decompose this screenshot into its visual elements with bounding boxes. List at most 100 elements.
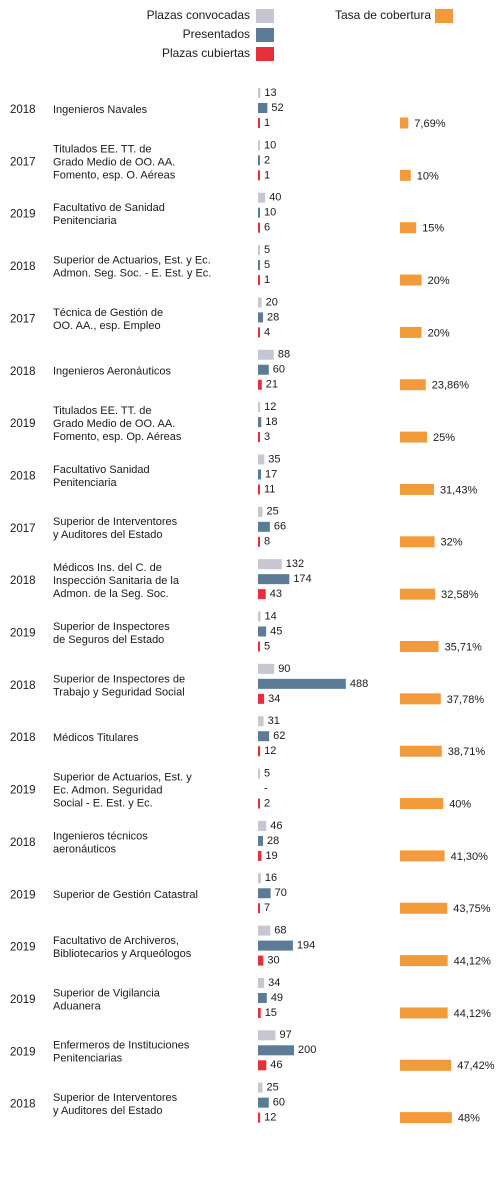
- rate-label: 10%: [417, 170, 439, 182]
- bar: [258, 192, 266, 203]
- bar: [258, 716, 264, 727]
- bar: [258, 1112, 261, 1123]
- rate-label: 7,69%: [414, 118, 445, 130]
- value-label: 70: [275, 887, 287, 899]
- rate-label: 38,71%: [448, 746, 486, 758]
- rate-label: 41,30%: [451, 851, 489, 863]
- year-label: 2017: [10, 313, 36, 325]
- bar: [258, 835, 264, 846]
- rate-bar: [400, 169, 411, 181]
- value-label: 62: [273, 730, 285, 742]
- year-label: 2018: [10, 732, 36, 744]
- year-label: 2018: [10, 104, 36, 116]
- year-label: 2017: [10, 156, 36, 168]
- bar: [258, 626, 267, 637]
- category-label: Facultativo de Archiveros,: [53, 935, 179, 947]
- category-label: Admon. Seg. Soc. - E. Est. y Ec.: [53, 267, 211, 279]
- value-label: 13: [264, 87, 276, 99]
- bar: [258, 469, 262, 480]
- value-label: 200: [298, 1044, 316, 1056]
- value-label: 5: [264, 244, 270, 256]
- category-label: Titulados EE. TT. de: [53, 143, 151, 155]
- value-label: 194: [297, 940, 315, 952]
- year-label: 2018: [10, 680, 36, 692]
- rate-label: 43,75%: [453, 903, 491, 915]
- legend-label: Plazas cubiertas: [162, 46, 250, 60]
- value-label: 60: [273, 1097, 285, 1109]
- rate-bar: [400, 798, 444, 810]
- value-label: 7: [264, 902, 270, 914]
- bar: [258, 222, 260, 233]
- bar: [258, 275, 260, 286]
- value-label: 34: [268, 693, 280, 705]
- bar: [258, 140, 260, 151]
- legend-label: Plazas convocadas: [147, 8, 250, 22]
- value-label: 60: [273, 364, 285, 376]
- bar: [258, 768, 260, 779]
- bar: [258, 536, 260, 547]
- rate-bar: [400, 902, 448, 914]
- category-label: Superior de Actuarios, Est. y Ec.: [53, 254, 211, 266]
- rate-label: 25%: [433, 432, 455, 444]
- value-label: 20: [266, 296, 278, 308]
- category-label: Superior de Vigilancia: [53, 987, 161, 999]
- value-label: 28: [267, 311, 279, 323]
- value-label: 132: [286, 558, 304, 570]
- year-label: 2019: [10, 994, 36, 1006]
- bar: [258, 1082, 263, 1093]
- bar: [258, 454, 265, 465]
- category-label: Penitenciarias: [53, 1053, 123, 1065]
- bar: [258, 349, 274, 360]
- bar: [258, 484, 260, 495]
- value-label: 25: [267, 1082, 279, 1094]
- rate-label: 44,12%: [454, 1008, 492, 1020]
- bar: [258, 888, 271, 899]
- bar: [258, 955, 264, 966]
- category-label: Superior de Inspectores de: [53, 673, 185, 685]
- bar: [258, 417, 262, 428]
- category-label: aeronáuticos: [53, 843, 116, 855]
- bar: [258, 992, 267, 1003]
- bar: [258, 297, 262, 308]
- value-label: 90: [278, 663, 290, 675]
- rate-bar: [400, 536, 435, 548]
- bar: [258, 611, 261, 622]
- bar: [258, 506, 263, 517]
- category-label: Trabajo y Seguridad Social: [53, 686, 185, 698]
- legend-swatch: [256, 47, 274, 61]
- value-label: 46: [270, 820, 282, 832]
- bar: [258, 521, 270, 532]
- value-label: 2: [264, 154, 270, 166]
- value-label: 88: [278, 349, 290, 361]
- bar: [258, 925, 271, 936]
- bar: [258, 327, 260, 338]
- value-label: 21: [266, 379, 278, 391]
- value-label: 30: [267, 955, 279, 967]
- bar: [258, 207, 260, 218]
- category-label: y Auditores del Estado: [53, 529, 162, 541]
- year-label: 2019: [10, 628, 36, 640]
- category-label: Superior de Actuarios, Est. y: [53, 771, 192, 783]
- bar: [258, 103, 268, 113]
- category-label: Social - E. Est. y Ec.: [53, 797, 153, 809]
- rate-label: 20%: [428, 327, 450, 339]
- category-label: Bibliotecarios y Arqueólogos: [53, 948, 192, 960]
- rate-label: 47,42%: [457, 1060, 495, 1072]
- value-label: -: [264, 782, 268, 794]
- bar: [258, 364, 269, 375]
- value-label: 174: [293, 573, 311, 585]
- rate-bar: [400, 379, 426, 391]
- bar: [258, 820, 267, 831]
- value-label: 35: [268, 453, 280, 465]
- rate-bar: [400, 745, 442, 757]
- value-label: 10: [264, 207, 276, 219]
- value-label: 12: [264, 745, 276, 757]
- year-label: 2019: [10, 1046, 36, 1058]
- bar: [258, 559, 282, 570]
- bar: [258, 379, 262, 390]
- category-label: Médicos Ins. del C. de: [53, 562, 162, 574]
- rate-label: 20%: [428, 275, 450, 287]
- rate-bar: [400, 222, 417, 234]
- legend-swatch: [435, 9, 453, 23]
- rate-label: 15%: [422, 223, 444, 235]
